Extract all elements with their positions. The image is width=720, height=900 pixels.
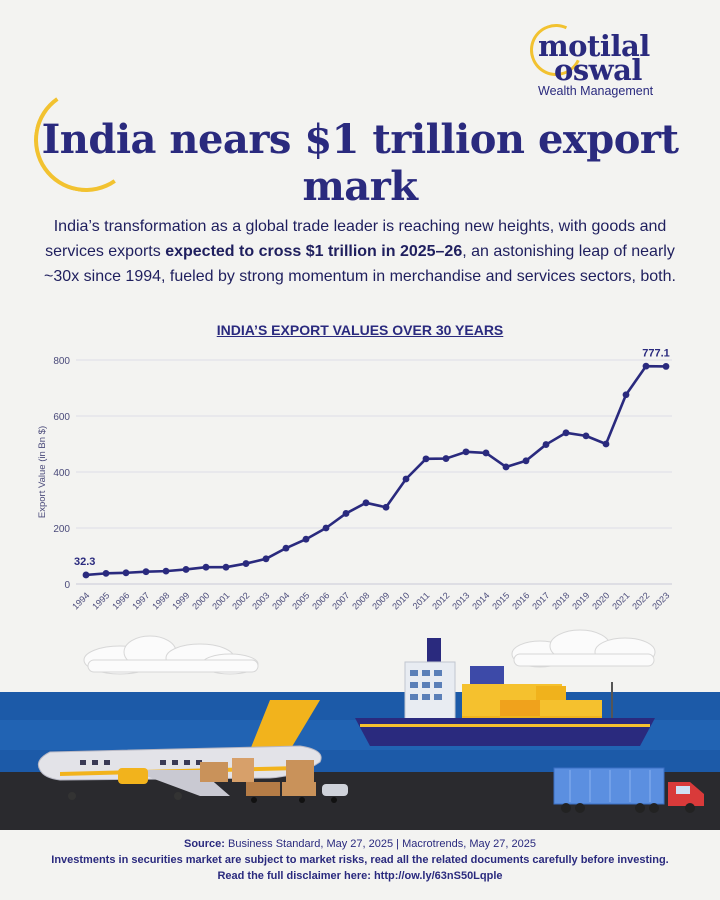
data-point-2002 [242, 560, 250, 567]
x-tick-label-2018: 2018 [550, 590, 571, 611]
x-tick-label-2006: 2006 [310, 590, 331, 611]
x-tick-label-2021: 2021 [610, 590, 631, 611]
y-tick-label-2: 400 [53, 468, 70, 479]
x-tick-label-1995: 1995 [90, 590, 111, 611]
series-line-0 [85, 364, 667, 577]
data-point-2010 [402, 475, 410, 483]
x-tick-label-2010: 2010 [390, 590, 411, 611]
cargo-ship-icon [355, 638, 655, 746]
source-text: Business Standard, May 27, 2025 | Macrot… [224, 838, 536, 850]
data-point-2017 [542, 441, 550, 448]
x-tick-label-2016: 2016 [510, 590, 531, 611]
data-point-2003 [262, 555, 270, 563]
logo-tagline: Wealth Management [538, 84, 654, 98]
data-point-1994 [82, 571, 90, 579]
x-tick-label-2001: 2001 [210, 590, 231, 611]
page-title: India nears $1 trillion export mark [41, 116, 679, 210]
data-point-2019 [582, 432, 590, 440]
x-tick-label-2019: 2019 [570, 590, 591, 611]
data-point-2000 [202, 563, 210, 571]
data-point-2008 [362, 499, 370, 507]
x-tick-label-2013: 2013 [450, 590, 471, 611]
y-axis-label: Export Value (in Bn $) [37, 426, 48, 518]
data-point-1998 [162, 567, 170, 575]
data-point-1999 [182, 566, 190, 573]
x-tick-label-2008: 2008 [350, 590, 371, 611]
y-tick-label-1: 200 [53, 524, 70, 535]
data-point-2014 [482, 449, 490, 457]
data-point-2012 [442, 455, 450, 462]
y-tick-label-4: 800 [53, 356, 70, 367]
x-tick-label-2023: 2023 [650, 590, 671, 611]
brand-logo: motilal oswal Wealth Management [522, 16, 688, 102]
x-tick-label-1997: 1997 [130, 590, 151, 611]
data-point-2004 [282, 544, 290, 552]
x-tick-label-2017: 2017 [530, 590, 551, 611]
data-point-2005 [302, 535, 310, 543]
cargo-boxes-icon [200, 758, 348, 803]
y-tick-label-3: 600 [53, 412, 70, 423]
x-tick-label-2012: 2012 [430, 590, 451, 611]
x-tick-label-2022: 2022 [630, 590, 651, 611]
data-label-1: 777.1 [642, 347, 670, 359]
data-point-2007 [342, 510, 350, 517]
description-part-2: , an astonishing leap of nearly ~30x sin… [44, 243, 676, 285]
x-tick-label-1998: 1998 [150, 590, 171, 611]
footer: Source: Business Standard, May 27, 2025 … [0, 830, 720, 900]
y-tick-label-0: 0 [64, 580, 70, 591]
cloud-left-icon [83, 635, 259, 675]
x-tick-label-2004: 2004 [270, 590, 291, 611]
x-tick-label-1994: 1994 [70, 590, 91, 611]
source-line: Source: Business Standard, May 27, 2025 … [0, 838, 720, 850]
logo-word-2: oswal [554, 53, 642, 87]
data-point-1997 [142, 568, 150, 576]
x-tick-label-2015: 2015 [490, 590, 511, 611]
x-tick-label-1999: 1999 [170, 590, 191, 611]
x-tick-label-2009: 2009 [370, 590, 391, 611]
truck-icon [553, 767, 704, 813]
data-point-2022 [642, 362, 650, 370]
x-tick-label-2020: 2020 [590, 590, 611, 611]
data-point-2011 [422, 455, 430, 463]
data-point-2023 [662, 363, 670, 370]
x-tick-label-2003: 2003 [250, 590, 271, 611]
x-tick-label-1996: 1996 [110, 590, 131, 611]
data-point-2018 [562, 429, 570, 437]
data-point-2020 [602, 440, 610, 448]
data-point-2009 [382, 503, 390, 511]
page-description: India’s transformation as a global trade… [36, 214, 684, 289]
trade-illustration [0, 629, 720, 830]
x-tick-label-2007: 2007 [330, 590, 351, 611]
data-point-2021 [622, 391, 630, 399]
data-label-0: 32.3 [74, 556, 95, 568]
source-label: Source: [184, 838, 225, 850]
x-tick-label-2002: 2002 [230, 590, 251, 611]
data-point-2015 [502, 463, 510, 471]
chart-title: INDIA’S EXPORT VALUES OVER 30 YEARS [216, 322, 504, 338]
data-point-2016 [522, 457, 530, 465]
data-point-2001 [222, 563, 230, 571]
disclaimer-link[interactable]: Read the full disclaimer here: http://ow… [217, 870, 503, 882]
data-point-2006 [322, 524, 330, 532]
description-highlight: expected to cross $1 trillion in 2025–26 [165, 243, 463, 260]
x-tick-label-2014: 2014 [470, 590, 491, 611]
x-tick-label-2011: 2011 [411, 590, 432, 611]
cloud-right-icon [511, 629, 656, 668]
description-part-1: India’s transformation as a global trade… [45, 218, 667, 260]
data-point-2013 [462, 448, 470, 456]
data-point-1995 [102, 569, 110, 577]
logo-word-1: motilal [538, 29, 650, 63]
x-tick-label-2005: 2005 [290, 590, 311, 611]
data-point-1996 [122, 569, 130, 577]
x-tick-label-2000: 2000 [190, 590, 211, 611]
disclaimer-text: Investments in securities market are sub… [51, 854, 669, 866]
